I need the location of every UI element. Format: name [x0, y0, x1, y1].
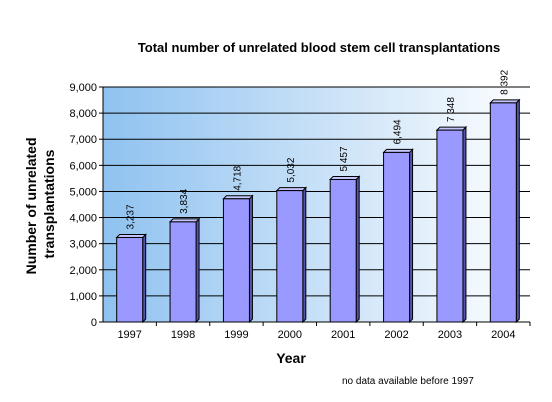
y-tick-labels: 0 1,000 2,000 3,000 4,000 5,000 6,000 7,000 8,00…: [69, 82, 97, 329]
y-tick-label: 2,000: [69, 265, 97, 277]
data-label: 7 348: [446, 97, 457, 122]
data-label: 4,718: [232, 165, 243, 190]
bar-2000: [275, 186, 308, 324]
y-axis-label-line-1: Number of unrelated: [23, 137, 39, 274]
y-tick-label: 8,000: [69, 108, 97, 120]
y-tick-label: 6,000: [69, 160, 97, 172]
y-tick-label: 0: [91, 317, 97, 329]
bar-front: [436, 129, 464, 323]
bar-2002: [382, 148, 414, 324]
x-tick-label: 1998: [171, 329, 195, 341]
data-labels: 3,237 3,834 4,718 5,032 5 457 6,494 7 348 8 392: [126, 69, 511, 229]
footnote: no data available before 1997: [342, 376, 474, 387]
x-tick-label: 1999: [224, 329, 248, 341]
y-tick-label: 3,000: [69, 239, 97, 251]
bar-front: [222, 198, 250, 323]
bar-2003: [435, 125, 468, 324]
x-tick-label: 2003: [438, 329, 462, 341]
bar-front: [169, 221, 197, 323]
y-axis-label-line-2: transplantations: [41, 149, 57, 258]
y-axis-label: Number of unrelated transplantations: [23, 134, 57, 275]
bar-2004: [489, 98, 521, 324]
bars: [115, 98, 521, 324]
chart-title: Total number of unrelated blood stem cel…: [138, 40, 500, 55]
data-label: 8 392: [499, 69, 510, 94]
axes: [99, 86, 531, 326]
y-tick-label: 9,000: [69, 82, 97, 94]
data-label: 5 457: [339, 146, 350, 171]
y-tick-label: 7,000: [69, 134, 97, 146]
bar-front: [116, 236, 144, 323]
x-tick-label: 2000: [278, 329, 302, 341]
y-tick-label: 5,000: [69, 186, 97, 198]
x-tick-label: 2002: [384, 329, 408, 341]
x-tick-label: 2004: [491, 329, 515, 341]
bar-1999: [222, 194, 254, 324]
bar-front: [383, 151, 411, 323]
bar-front: [276, 190, 304, 323]
data-label: 3,834: [179, 188, 190, 213]
x-tick-labels: 1997 1998 1999 2000 2001 2002 2003 2004: [117, 329, 515, 341]
bar-front: [329, 179, 357, 323]
x-tick-label: 2001: [331, 329, 355, 341]
data-label: 6,494: [393, 119, 404, 144]
bar-front: [489, 102, 517, 323]
x-axis-label: Year: [276, 350, 306, 366]
x-tick-label: 1997: [117, 329, 141, 341]
bar-1997: [115, 233, 147, 324]
y-tick-label: 4,000: [69, 213, 97, 225]
bar-2001: [328, 175, 361, 324]
data-label: 5,032: [286, 157, 297, 182]
y-tick-label: 1,000: [69, 291, 97, 303]
bar-1998: [168, 217, 201, 324]
data-label: 3,237: [126, 204, 137, 229]
